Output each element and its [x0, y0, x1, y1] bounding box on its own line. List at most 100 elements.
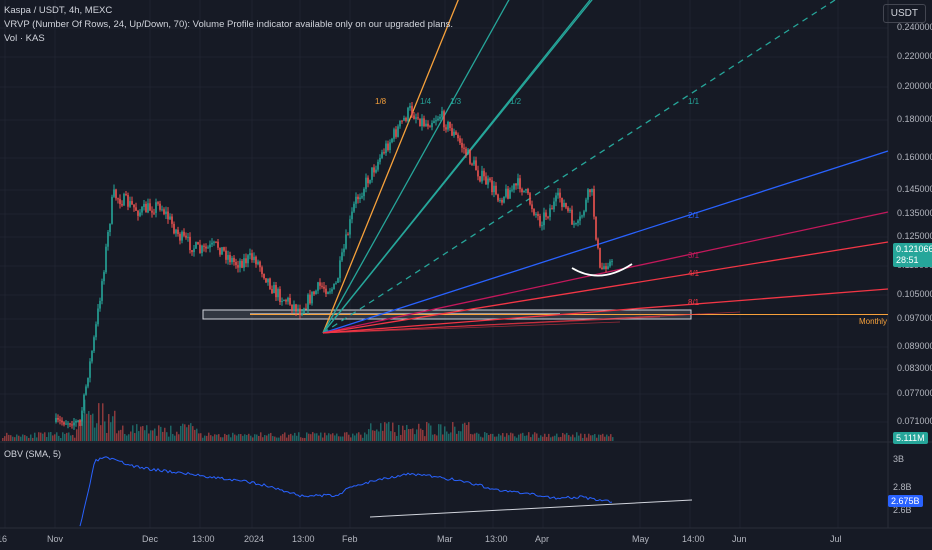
- candle-body: [335, 282, 337, 284]
- candle-body: [497, 194, 499, 201]
- volume-bar: [336, 433, 338, 441]
- price-tick-label: 0.097000: [897, 313, 932, 323]
- candle-body: [605, 266, 607, 269]
- candle-body: [303, 308, 305, 314]
- volume-indicator-label[interactable]: Vol · KAS: [4, 33, 45, 44]
- volume-bar: [62, 432, 64, 441]
- candle-body: [217, 241, 219, 248]
- candle-body: [75, 420, 77, 423]
- volume-bar: [466, 425, 468, 441]
- candle-body: [535, 214, 537, 216]
- volume-bar: [56, 432, 58, 441]
- current-price-tag[interactable]: 0.121066 28:51: [893, 243, 932, 267]
- gann-fan[interactable]: 1/8 1/4 1/3 1/2 1/1 2/1 3/1 4/1 8/1: [322, 0, 889, 334]
- volume-bar: [488, 435, 490, 441]
- volume-bar: [346, 432, 348, 441]
- candle-body: [551, 208, 553, 210]
- candle-body: [569, 209, 571, 211]
- volume-bar: [30, 434, 32, 441]
- currency-button[interactable]: USDT: [882, 4, 926, 23]
- volume-bar: [282, 434, 284, 441]
- candle-body: [287, 297, 289, 302]
- volume-bar: [14, 437, 16, 441]
- candle-body: [601, 267, 603, 270]
- candle-body: [267, 278, 269, 283]
- volume-bar: [22, 434, 24, 441]
- candle-body: [521, 189, 523, 193]
- candle-body: [567, 207, 569, 211]
- volume-bar: [162, 431, 164, 441]
- volume-bar: [428, 423, 430, 441]
- candle-body: [373, 167, 375, 173]
- candle-body: [481, 170, 483, 182]
- candle-body: [491, 180, 493, 193]
- candle-body: [395, 129, 397, 137]
- volume-bar: [34, 432, 36, 441]
- candle-body: [323, 286, 325, 289]
- support-zone[interactable]: [202, 309, 888, 320]
- volume-bar: [2, 437, 4, 441]
- volume-bar: [270, 432, 272, 441]
- candle-body: [391, 138, 393, 143]
- obv-tick-label: 2.8B: [893, 482, 912, 492]
- candle-body: [493, 185, 495, 193]
- fan-ray-label: 1/8: [375, 97, 387, 106]
- volume-bar: [74, 437, 76, 441]
- price-tick-label: 0.240000: [897, 22, 932, 32]
- current-price: 0.121066: [896, 244, 932, 254]
- volume-bar: [42, 433, 44, 441]
- candle-body: [425, 123, 427, 127]
- volume-bar: [602, 433, 604, 441]
- volume-bar: [158, 425, 160, 441]
- candle-body: [583, 211, 585, 216]
- fan-ray-label: 3/1: [688, 251, 700, 260]
- volume-bar: [286, 437, 288, 441]
- volume-bar: [292, 435, 294, 441]
- fan-ray-label: 2/1: [688, 211, 700, 220]
- fan-ray-label: 4/1: [688, 269, 700, 278]
- candle-body: [69, 423, 71, 425]
- volume-bar: [260, 432, 262, 441]
- candle-body: [571, 209, 573, 225]
- volume-bar: [438, 424, 440, 441]
- candle-body: [191, 250, 193, 253]
- volume-bar: [280, 435, 282, 441]
- candle-body: [319, 282, 321, 286]
- candle-body: [439, 116, 441, 119]
- volume-bar: [116, 433, 118, 441]
- price-tick-label: 0.071000: [897, 416, 932, 426]
- candle-body: [327, 292, 329, 294]
- candle-body: [259, 261, 261, 268]
- volume-bar: [278, 437, 280, 441]
- candle-body: [595, 216, 597, 240]
- price-tick-label: 0.160000: [897, 152, 932, 162]
- price-tick-label: 0.125000: [897, 231, 932, 241]
- cup-arc: [571, 263, 633, 277]
- volume-bar: [598, 434, 600, 441]
- candle-body: [277, 289, 279, 298]
- symbol-title[interactable]: Kaspa / USDT, 4h, MEXC: [4, 5, 113, 16]
- candle-body: [251, 253, 253, 261]
- volume-bar: [348, 434, 350, 441]
- volume-bar: [476, 432, 478, 441]
- obv-label[interactable]: OBV (SMA, 5): [4, 449, 62, 459]
- candle-body: [531, 204, 533, 210]
- candle-body: [371, 167, 373, 180]
- volume-bar: [134, 433, 136, 441]
- fan-sub-ray: [322, 311, 741, 334]
- fan-ray-label: 1/4: [420, 97, 432, 106]
- candle-body: [581, 215, 583, 217]
- volume-bar: [550, 437, 552, 441]
- candle-body: [437, 118, 439, 121]
- candle-body: [429, 126, 431, 128]
- candle-body: [351, 211, 353, 220]
- candle-body: [505, 188, 507, 197]
- volume-bar: [400, 434, 402, 441]
- candle-body: [255, 256, 257, 265]
- volume-bar: [576, 432, 578, 441]
- candle-body: [537, 214, 539, 216]
- candle-body: [159, 203, 161, 210]
- candle-body: [539, 215, 541, 226]
- volume-bar: [366, 434, 368, 441]
